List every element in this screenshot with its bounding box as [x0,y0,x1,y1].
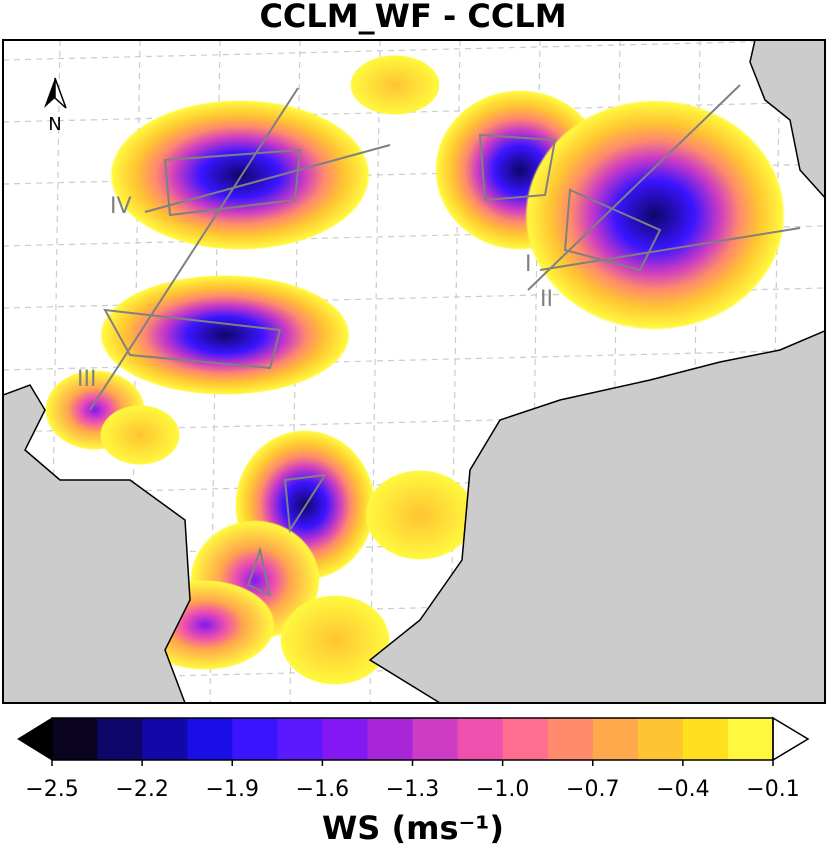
transects [89,84,801,411]
colorbar-bin [52,718,98,760]
north-arrow [44,78,55,108]
transect-label: III [77,367,96,392]
colorbar-tick-label: −2.2 [115,777,168,802]
transect-labels: I II III IV [77,194,553,392]
colorbar-bin [187,718,233,760]
transect-label: II [540,287,553,312]
colorbar-label: WS (ms⁻¹) [322,809,504,847]
colorbar-tick-label: −1.3 [386,777,439,802]
colorbar-tick-label: −1.6 [296,777,349,802]
colorbar-bin [682,718,729,760]
north-label: N [48,114,61,135]
colorbar-bin [457,718,504,760]
land [3,40,825,703]
colorbar-bin [547,718,594,760]
colorbar-bin [592,718,639,760]
map: I II III IV N [3,40,825,703]
colorbar-tick-label: −0.1 [746,777,799,802]
colorbar-bin [412,718,459,760]
colorbar-bin [727,718,774,760]
map-frame [2,39,826,704]
title: CCLM_WF - CCLM [259,0,566,35]
colorbar-tick-label: −0.4 [656,777,709,802]
colorbar-bin [232,718,278,760]
graticule-line [3,40,825,61]
colorbar-bin [277,718,323,760]
colorbar-bin [97,718,143,760]
colorbar-tick-label: −0.7 [566,777,619,802]
transect-label: I [525,252,532,277]
colorbar-bin [322,718,368,760]
transect-label: IV [110,194,132,219]
colorbar-bin [502,718,549,760]
colorbar-tick-label: −1.9 [206,777,259,802]
colorbar-tick-label: −2.5 [25,777,78,802]
colorbar-bin [142,718,188,760]
colorbar-extend-high [772,716,810,762]
graticule-line [369,40,381,703]
colorbar-extend-low [17,717,53,761]
colorbar-bin [367,718,413,760]
colorbar: −2.5 −2.2 −1.9 −1.6 −1.3 −1.0 −0.7 −0.4 −0.1 [17,716,810,802]
colorbar-tick-label: −1.0 [476,777,529,802]
colorbar-bin [637,718,684,760]
north-arrow [54,77,67,109]
